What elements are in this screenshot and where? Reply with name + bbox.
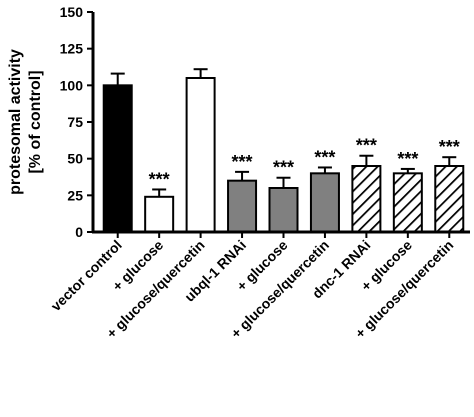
significance-label: *** xyxy=(314,147,335,167)
significance-label: *** xyxy=(439,137,460,157)
bar xyxy=(309,172,340,233)
y-tick-label: 50 xyxy=(67,151,83,167)
bars xyxy=(102,68,465,234)
y-tick-label: 0 xyxy=(75,224,83,240)
y-axis-label-line2: [% of control] xyxy=(27,70,44,173)
bar xyxy=(227,179,258,234)
y-tick-label: 25 xyxy=(67,187,83,203)
y-tick-label: 150 xyxy=(60,4,84,20)
significance-labels: *** *** *** *** *** *** *** xyxy=(149,136,460,190)
significance-label: *** xyxy=(273,158,294,178)
bar xyxy=(185,77,216,233)
bar xyxy=(102,84,133,234)
bar xyxy=(351,165,382,233)
y-tick-label: 75 xyxy=(67,114,83,130)
x-category-label: vector control xyxy=(48,237,125,314)
bar xyxy=(144,195,175,234)
bar xyxy=(268,187,299,233)
y-axis-ticks: 0 25 50 75 100 125 150 xyxy=(60,4,93,240)
y-axis-label-line1: protesomal activity xyxy=(7,49,24,195)
bar xyxy=(392,172,423,233)
y-tick-label: 100 xyxy=(60,77,84,93)
x-axis-category-labels: vector control+ glucose+ glucose/quercet… xyxy=(48,232,456,341)
significance-label: *** xyxy=(397,149,418,169)
y-tick-label: 125 xyxy=(60,41,84,57)
significance-label: *** xyxy=(149,169,170,189)
y-axis-label: protesomal activity [% of control] xyxy=(7,49,44,195)
significance-label: *** xyxy=(232,152,253,172)
significance-label: *** xyxy=(356,136,377,156)
bar xyxy=(434,165,465,233)
